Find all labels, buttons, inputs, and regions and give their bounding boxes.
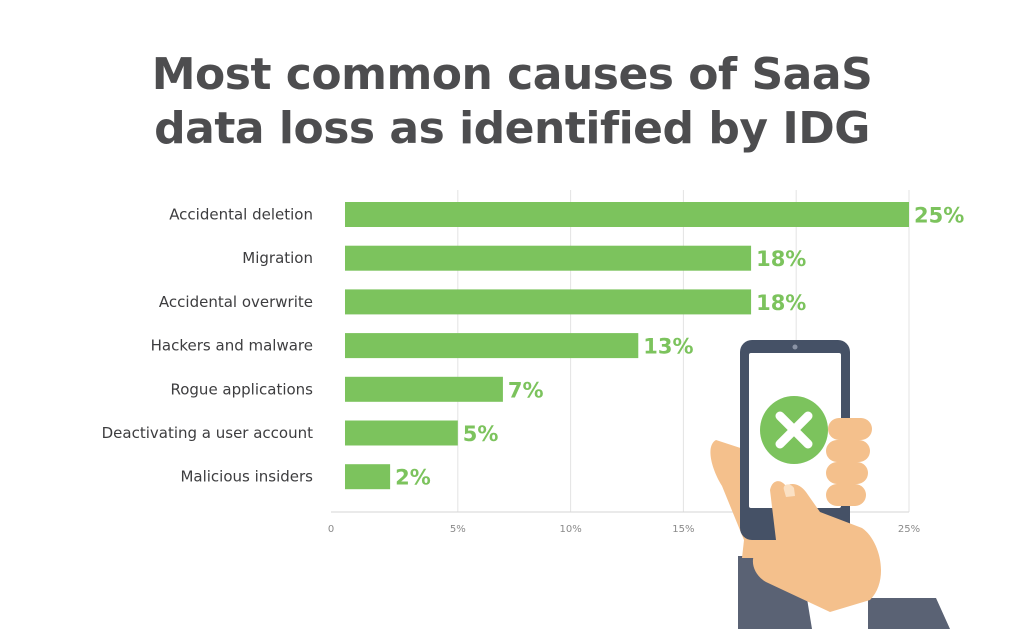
value-label-2: 18% <box>756 291 806 315</box>
category-label-0: Accidental deletion <box>169 206 313 224</box>
bar-1 <box>345 245 752 271</box>
category-label-2: Accidental overwrite <box>159 293 313 311</box>
finger-4 <box>826 484 866 506</box>
phone-error-icon <box>710 340 950 629</box>
finger-3 <box>826 462 868 484</box>
phone-camera <box>792 344 798 350</box>
chart-labels: Accidental deletion 25% Migration 18% Accide… <box>102 204 965 490</box>
value-label-5: 5% <box>463 422 499 446</box>
close-icon <box>775 411 813 449</box>
bar-4 <box>345 376 503 402</box>
pointing-hand <box>752 481 882 612</box>
category-label-5: Deactivating a user account <box>102 424 314 442</box>
value-label-4: 7% <box>508 378 544 402</box>
sleeve-shape-right <box>868 598 950 629</box>
finger-2 <box>826 440 870 462</box>
bar-3 <box>345 333 639 359</box>
value-label-0: 25% <box>914 204 964 228</box>
finger-1 <box>828 418 872 440</box>
category-label-1: Migration <box>242 249 313 267</box>
value-label-1: 18% <box>756 247 806 271</box>
bar-0 <box>345 202 909 227</box>
chart-bars <box>345 202 909 490</box>
tick-label-25: 25% <box>898 524 920 535</box>
bar-6 <box>345 464 391 490</box>
chart-title-line-2: data loss as identified by IDG <box>154 103 870 154</box>
bar-2 <box>345 289 752 315</box>
tick-label-10: 10% <box>559 524 581 535</box>
tick-label-5: 5% <box>450 524 466 535</box>
category-label-6: Malicious insiders <box>180 468 313 486</box>
value-label-6: 2% <box>395 466 431 490</box>
finger-nail <box>783 484 795 497</box>
chart-title-line-1: Most common causes of SaaS <box>151 49 873 100</box>
bar-5 <box>345 420 458 446</box>
category-label-3: Hackers and malware <box>151 337 313 355</box>
tick-label-0: 0 <box>328 524 334 535</box>
tick-label-15: 15% <box>672 524 694 535</box>
value-label-3: 13% <box>643 335 693 359</box>
category-label-4: Rogue applications <box>170 380 313 398</box>
chart-title: Most common causes of SaaS data loss as … <box>0 48 1024 156</box>
